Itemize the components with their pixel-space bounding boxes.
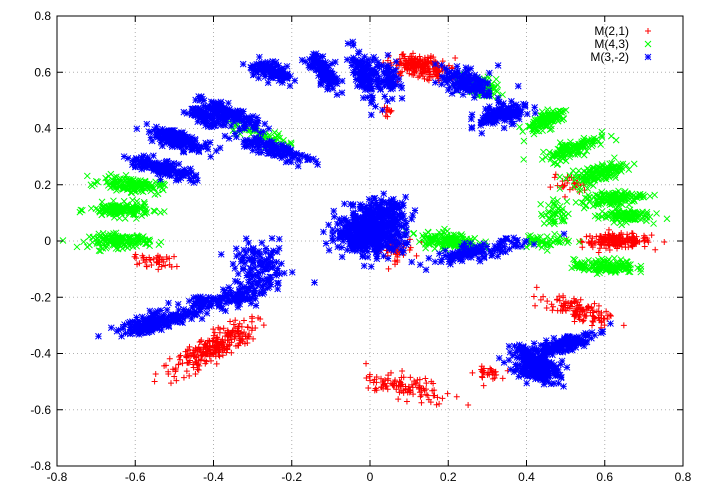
y-tick-label: 0 [44,234,51,248]
cluster-2-5 [467,97,539,137]
y-tick-label: -0.4 [30,347,51,361]
cluster-1-11 [537,196,572,228]
cluster-2-4 [431,60,522,102]
x-tick-label: 0.4 [518,470,535,484]
series-M(2,1) [131,50,668,408]
cluster-0-5 [151,313,267,387]
cluster-0-4 [363,360,472,408]
legend: M(2,1)M(4,3)M(3,-2) [590,24,652,64]
x-tick-label: 0 [367,470,374,484]
legend-label: M(3,-2) [590,50,629,64]
cluster-1-7 [572,187,658,212]
x-tick-label: -0.2 [281,470,302,484]
legend-marker [644,53,652,61]
cluster-1-9 [568,254,645,278]
cluster-1-4 [516,106,570,145]
legend-label: M(2,1) [594,24,629,38]
cluster-0-3 [469,363,511,389]
cluster-2-16 [217,235,296,309]
cluster-0-0 [380,50,462,85]
cluster-0-1 [563,226,668,256]
cluster-1-2 [83,170,169,198]
cluster-1-1 [76,196,168,222]
cluster-2-12 [349,190,419,231]
cluster-2-18 [526,320,614,363]
x-tick-label: 0.8 [675,470,692,484]
x-tick-label: -0.4 [203,470,224,484]
y-tick-label: -0.8 [30,459,51,473]
cluster-0-9 [379,104,395,120]
y-tick-label: 0.6 [34,65,51,79]
cluster-2-15 [95,306,206,340]
cluster-2-11 [320,200,417,270]
series-M(3,-2) [95,38,614,390]
x-tick-label: -0.8 [47,470,68,484]
cluster-2-1 [298,50,346,98]
cluster-2-9 [120,152,201,186]
legend-marker [644,40,652,48]
cluster-0-2 [530,284,627,331]
x-tick-label: 0.6 [596,470,613,484]
cluster-0-6 [131,251,180,273]
cluster-2-8 [133,120,224,161]
axis-ticks: -0.8 -0.6 -0.4 -0.2 0 0.2 0.4 0.6 0.8 -0.8 -0.6 -0.… [30,9,691,484]
y-tick-label: 0.8 [34,9,51,23]
y-tick-label: -0.2 [30,290,51,304]
cluster-1-0 [59,229,165,255]
cluster-1-10 [523,230,583,254]
data-points [59,38,671,408]
legend-marker [645,28,651,34]
cluster-2-10 [221,126,322,170]
y-tick-label: 0.2 [34,178,51,192]
cluster-2-7 [180,104,229,131]
cluster-2-3 [370,51,406,103]
cluster-2-13 [408,230,568,274]
legend-label: M(4,3) [594,37,629,51]
cluster-2-0 [239,53,299,90]
x-tick-label: 0.2 [440,470,457,484]
cluster-1-5 [520,128,620,169]
cluster-1-8 [591,201,671,229]
cluster-2-19 [505,340,552,386]
y-tick-label: -0.6 [30,403,51,417]
y-tick-label: 0.4 [34,122,51,136]
cluster-1-6 [556,154,638,193]
x-tick-label: -0.6 [125,470,146,484]
